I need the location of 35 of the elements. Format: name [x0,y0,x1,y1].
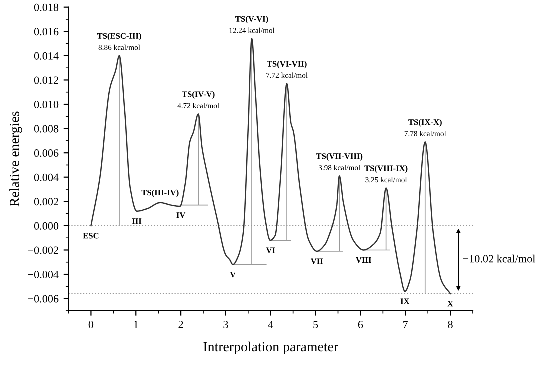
annotation: VII [310,258,324,264]
y-tick-label: 0.014 [34,52,59,60]
annotation: −10.02 kcal/mol [463,254,536,263]
y-tick-label: 0.008 [34,125,59,133]
y-tick-label: 0.000 [34,222,59,230]
x-tick-label: 6 [358,321,364,328]
annotation: TS(III-IV) [142,190,179,198]
annotation: IV [176,212,186,218]
y-tick-label: 0.012 [34,76,58,84]
annotation: ESC [83,233,99,239]
y-tick-label: 0.010 [34,100,59,109]
annotation: VI [266,248,276,254]
x-tick-label: 5 [314,321,318,328]
annotation: IX [400,298,410,304]
annotation: VIII [356,258,372,264]
annotation: X [448,301,454,307]
y-tick-label: −0.002 [28,246,58,254]
annotation: V [230,272,236,278]
x-tick-label: 2 [178,321,184,328]
y-tick-label: 0.004 [34,174,59,182]
y-tick-label: 0.016 [34,28,59,36]
x-tick-label: 4 [268,321,274,328]
x-tick-label: 1 [134,321,138,328]
x-tick-label: 7 [404,321,408,328]
y-tick-label: 0.002 [34,198,58,206]
x-tick-label: 0 [88,321,94,328]
y-tick-label: 0.006 [34,150,59,158]
annotation: III [132,218,142,224]
y-tick-label: −0.006 [28,295,59,303]
y-tick-label: 0.018 [34,4,59,12]
y-tick-label: −0.004 [28,270,59,279]
x-tick-label: 3 [224,321,228,328]
x-tick-label: 8 [448,321,453,328]
x-axis-title: Intrerpolation parameter [204,342,338,354]
y-axis-title: Relative energies [10,112,22,207]
